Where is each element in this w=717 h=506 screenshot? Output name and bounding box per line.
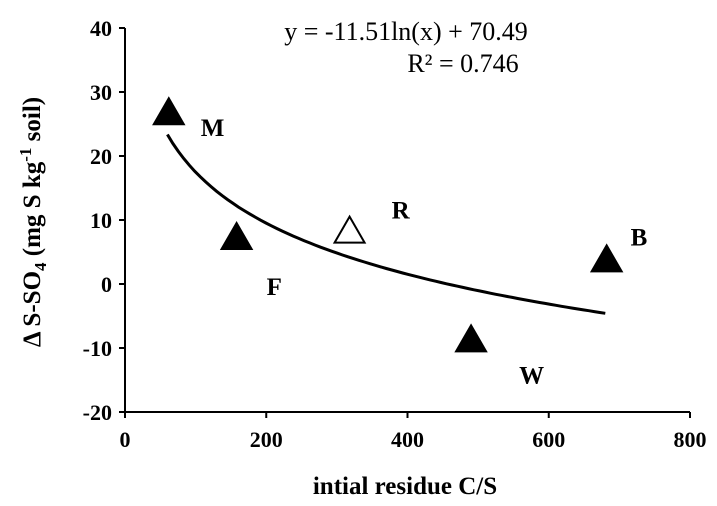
point-label-r: R	[392, 198, 411, 225]
r-squared: R² = 0.746	[407, 49, 518, 78]
y-tick-label: 40	[90, 16, 112, 41]
x-axis-title: intial residue C/S	[313, 473, 497, 500]
data-point-m	[152, 96, 186, 126]
y-axis-title-subscript: 4	[31, 262, 50, 271]
y-tick-label: -10	[83, 336, 112, 361]
y-axis-title-superscript: -1	[16, 148, 35, 162]
point-label-w: W	[519, 362, 544, 389]
data-point-b	[589, 243, 624, 273]
y-tick-label: 20	[90, 144, 112, 169]
y-tick-label: 30	[90, 80, 112, 105]
point-label-f: F	[267, 274, 282, 301]
y-tick-label: -20	[83, 400, 112, 425]
y-axis-title-suffix: soil)	[19, 97, 46, 148]
x-tick-label: 600	[532, 427, 565, 452]
x-tick-label: 0	[120, 427, 131, 452]
y-tick-label: 10	[90, 208, 112, 233]
y-axis-title-mid: (mg S kg	[19, 161, 46, 262]
point-label-m: M	[201, 115, 225, 142]
trendline	[166, 133, 606, 315]
trendline-equation: y = -11.51ln(x) + 70.49	[284, 17, 528, 46]
point-labels: M F R W B	[201, 115, 648, 389]
x-tick-label: 200	[250, 427, 283, 452]
y-tick-label: 0	[101, 272, 112, 297]
point-label-b: B	[631, 224, 648, 251]
data-point-r	[332, 214, 367, 244]
x-tick-label: 400	[391, 427, 424, 452]
data-point-w	[454, 323, 488, 353]
y-axis-title-prefix: Δ S-SO	[19, 271, 46, 347]
data-point-f	[219, 220, 254, 250]
x-tick-label: 800	[674, 427, 707, 452]
y-axis-title: Δ S-SO4 (mg S kg-1 soil)	[16, 97, 50, 347]
data-points	[152, 96, 624, 353]
